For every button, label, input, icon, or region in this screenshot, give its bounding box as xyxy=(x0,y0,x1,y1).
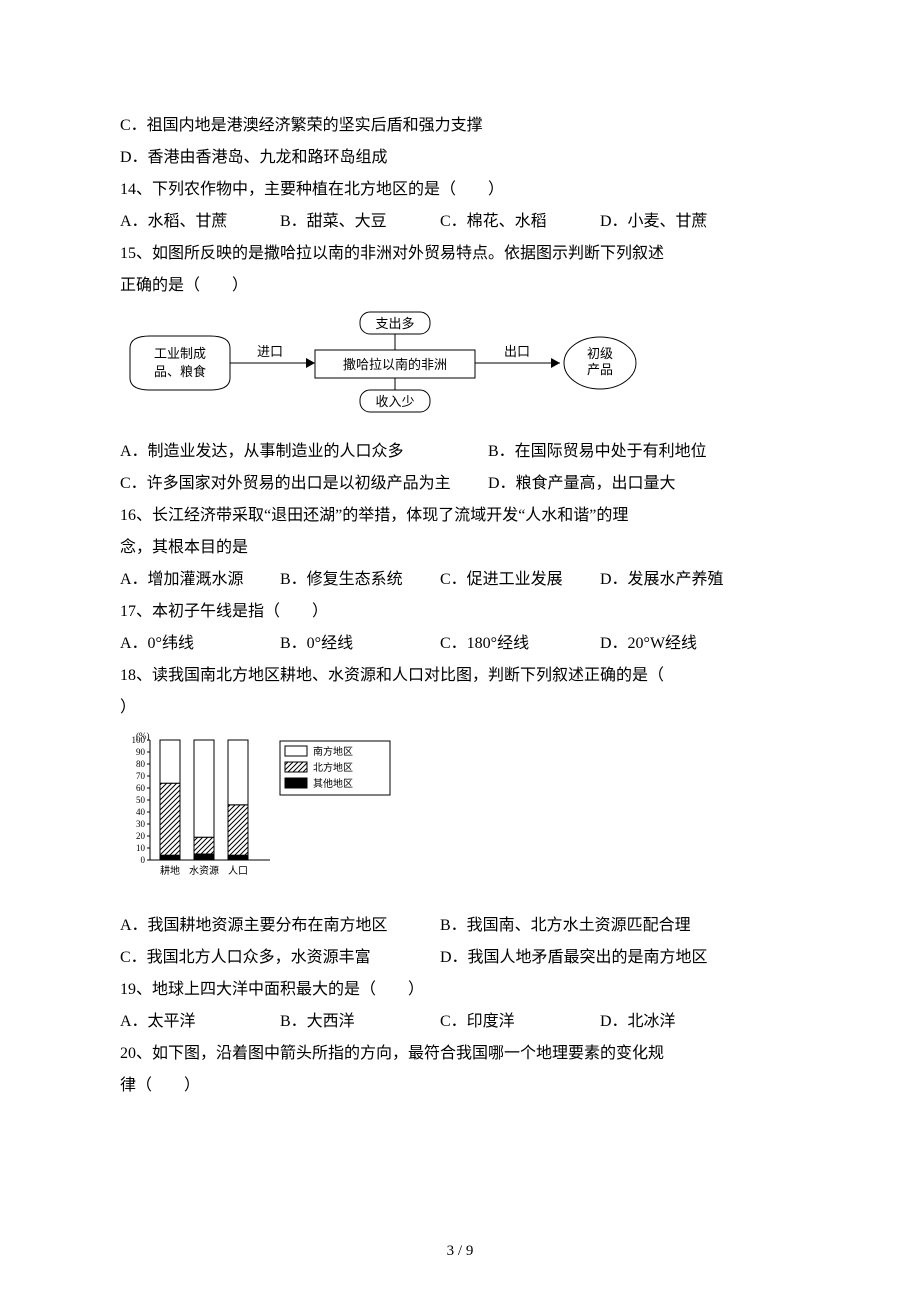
svg-text:50: 50 xyxy=(136,795,146,805)
svg-text:40: 40 xyxy=(136,807,146,817)
q18-b: B．我国南、北方水土资源匹配合理 xyxy=(440,910,691,942)
q15-stem-l2: 正确的是（ ） xyxy=(120,270,800,302)
q17-a: A．0°纬线 xyxy=(120,628,280,660)
q14-b: B．甜菜、大豆 xyxy=(280,206,440,238)
svg-text:撒哈拉以南的非洲: 撒哈拉以南的非洲 xyxy=(343,357,447,372)
q18-c: C．我国北方人口众多，水资源丰富 xyxy=(120,942,440,974)
q16-b: B．修复生态系统 xyxy=(280,564,440,596)
svg-text:品、粮食: 品、粮食 xyxy=(154,364,206,379)
svg-text:100: 100 xyxy=(132,735,146,745)
page: C．祖国内地是港澳经济繁荣的坚实后盾和强力支撑 D．香港由香港岛、九龙和路环岛组… xyxy=(0,0,920,1302)
q20-stem-l2: 律（ ） xyxy=(120,1070,800,1102)
q18-chart: (%)0102030405060708090100耕地水资源人口南方地区北方地区… xyxy=(120,730,800,902)
q19-c: C．印度洋 xyxy=(440,1006,600,1038)
svg-text:出口: 出口 xyxy=(504,344,530,359)
q15-stem-l1: 15、如图所反映的是撒哈拉以南的非洲对外贸易特点。依据图示判断下列叙述 xyxy=(120,238,800,270)
q19-a: A．太平洋 xyxy=(120,1006,280,1038)
q14-stem: 14、下列农作物中，主要种植在北方地区的是（ ） xyxy=(120,174,800,206)
svg-text:产品: 产品 xyxy=(587,362,613,377)
q15-b: B．在国际贸易中处于有利地位 xyxy=(488,436,707,468)
svg-text:工业制成: 工业制成 xyxy=(154,346,206,361)
svg-text:耕地: 耕地 xyxy=(160,864,180,877)
q16-options: A．增加灌溉水源 B．修复生态系统 C．促进工业发展 D．发展水产养殖 xyxy=(120,564,800,596)
svg-text:70: 70 xyxy=(136,771,146,781)
stray-option-d: D．香港由香港岛、九龙和路环岛组成 xyxy=(120,142,800,174)
page-footer: 3 / 9 xyxy=(0,1236,920,1266)
q14-c: C．棉花、水稻 xyxy=(440,206,600,238)
q19-b: B．大西洋 xyxy=(280,1006,440,1038)
svg-text:初级: 初级 xyxy=(587,346,613,361)
svg-text:80: 80 xyxy=(136,759,146,769)
q14-options: A．水稻、甘蔗 B．甜菜、大豆 C．棉花、水稻 D．小麦、甘蔗 xyxy=(120,206,800,238)
q19-d: D．北冰洋 xyxy=(600,1006,676,1038)
q15-d: D．粮食产量高，出口量大 xyxy=(488,468,676,500)
q15-c: C．许多国家对外贸易的出口是以初级产品为主 xyxy=(120,468,488,500)
q19-options: A．太平洋 B．大西洋 C．印度洋 D．北冰洋 xyxy=(120,1006,800,1038)
svg-text:90: 90 xyxy=(136,747,146,757)
svg-text:收入少: 收入少 xyxy=(375,394,414,409)
q15-row1: A．制造业发达，从事制造业的人口众多 B．在国际贸易中处于有利地位 xyxy=(120,436,800,468)
q16-a: A．增加灌溉水源 xyxy=(120,564,280,596)
q16-c: C．促进工业发展 xyxy=(440,564,600,596)
svg-text:水资源: 水资源 xyxy=(189,864,219,877)
q17-options: A．0°纬线 B．0°经线 C．180°经线 D．20°W经线 xyxy=(120,628,800,660)
q17-c: C．180°经线 xyxy=(440,628,600,660)
q16-d: D．发展水产养殖 xyxy=(600,564,724,596)
q19-stem: 19、地球上四大洋中面积最大的是（ ） xyxy=(120,974,800,1006)
q15-row2: C．许多国家对外贸易的出口是以初级产品为主 D．粮食产量高，出口量大 xyxy=(120,468,800,500)
q17-d: D．20°W经线 xyxy=(600,628,697,660)
svg-text:20: 20 xyxy=(136,831,146,841)
stray-option-c: C．祖国内地是港澳经济繁荣的坚实后盾和强力支撑 xyxy=(120,110,800,142)
q16-stem-l2: 念，其根本目的是 xyxy=(120,532,800,564)
q18-row1: A．我国耕地资源主要分布在南方地区 B．我国南、北方水土资源匹配合理 xyxy=(120,910,800,942)
svg-text:10: 10 xyxy=(136,843,146,853)
q15-a: A．制造业发达，从事制造业的人口众多 xyxy=(120,436,488,468)
svg-text:0: 0 xyxy=(141,855,146,865)
svg-text:支出多: 支出多 xyxy=(375,316,414,331)
svg-text:60: 60 xyxy=(136,783,146,793)
q14-a: A．水稻、甘蔗 xyxy=(120,206,280,238)
svg-text:人口: 人口 xyxy=(228,865,248,877)
q18-stem-l2: ） xyxy=(120,692,800,724)
q17-b: B．0°经线 xyxy=(280,628,440,660)
q17-stem: 17、本初子午线是指（ ） xyxy=(120,596,800,628)
svg-text:南方地区: 南方地区 xyxy=(313,745,353,758)
q18-stem-l1: 18、读我国南北方地区耕地、水资源和人口对比图，判断下列叙述正确的是（ xyxy=(120,660,800,692)
q18-d: D．我国人地矛盾最突出的是南方地区 xyxy=(440,942,708,974)
svg-text:进口: 进口 xyxy=(257,344,283,359)
svg-text:30: 30 xyxy=(136,819,146,829)
svg-text:北方地区: 北方地区 xyxy=(313,761,353,774)
q18-row2: C．我国北方人口众多，水资源丰富 D．我国人地矛盾最突出的是南方地区 xyxy=(120,942,800,974)
q18-a: A．我国耕地资源主要分布在南方地区 xyxy=(120,910,440,942)
q15-diagram: 工业制成 品、粮食 进口 撒哈拉以南的非洲 支出多 收入少 出口 初级 xyxy=(120,308,800,430)
q16-stem-l1: 16、长江经济带采取“退田还湖”的举措，体现了流域开发“人水和谐”的理 xyxy=(120,500,800,532)
q14-d: D．小麦、甘蔗 xyxy=(600,206,708,238)
q20-stem-l1: 20、如下图，沿着图中箭头所指的方向，最符合我国哪一个地理要素的变化规 xyxy=(120,1038,800,1070)
svg-text:其他地区: 其他地区 xyxy=(313,777,353,790)
